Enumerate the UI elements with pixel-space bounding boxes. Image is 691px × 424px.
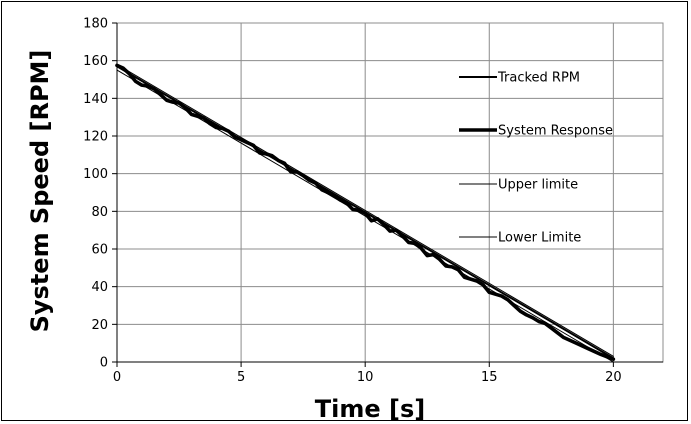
- x-tick-label: 5: [237, 370, 245, 385]
- y-tick-label: 100: [83, 167, 108, 182]
- legend-label-lower-limite: Lower Limite: [498, 231, 581, 246]
- y-axis-title: System Speed [RPM]: [26, 50, 54, 333]
- y-tick-label: 60: [91, 243, 108, 258]
- tick-labels: 0 20 40 60 80 100 120 140 160 180 0 5 10 15 20: [83, 17, 621, 386]
- y-tick-label: 40: [91, 280, 108, 295]
- series-lines: [115, 63, 616, 363]
- y-tick-label: 140: [83, 92, 108, 107]
- plot-border: [116, 22, 664, 363]
- legend-label-system-response: System Response: [498, 124, 613, 139]
- y-tick-label: 160: [83, 54, 108, 69]
- legend: Tracked RPM System Response Upper limite Lo…: [459, 71, 613, 246]
- x-tick-label: 20: [605, 370, 622, 385]
- y-tick-label: 80: [91, 205, 108, 220]
- legend-label-tracked-rpm: Tracked RPM: [497, 71, 580, 86]
- plot-area: [112, 22, 664, 367]
- series-line-upper-limite: [116, 63, 614, 357]
- y-tick-label: 0: [100, 356, 108, 371]
- x-tick-label: 10: [357, 370, 374, 385]
- y-tick-label: 180: [83, 17, 108, 32]
- x-axis-title: Time [s]: [315, 395, 425, 423]
- grid: [117, 22, 663, 362]
- x-tick-label: 15: [481, 370, 498, 385]
- series-line-system-response: [115, 63, 616, 361]
- y-tick-label: 20: [91, 318, 108, 333]
- x-tick-label: 0: [113, 370, 121, 385]
- legend-label-upper-limite: Upper limite: [498, 178, 578, 193]
- y-tick-label: 120: [83, 130, 108, 145]
